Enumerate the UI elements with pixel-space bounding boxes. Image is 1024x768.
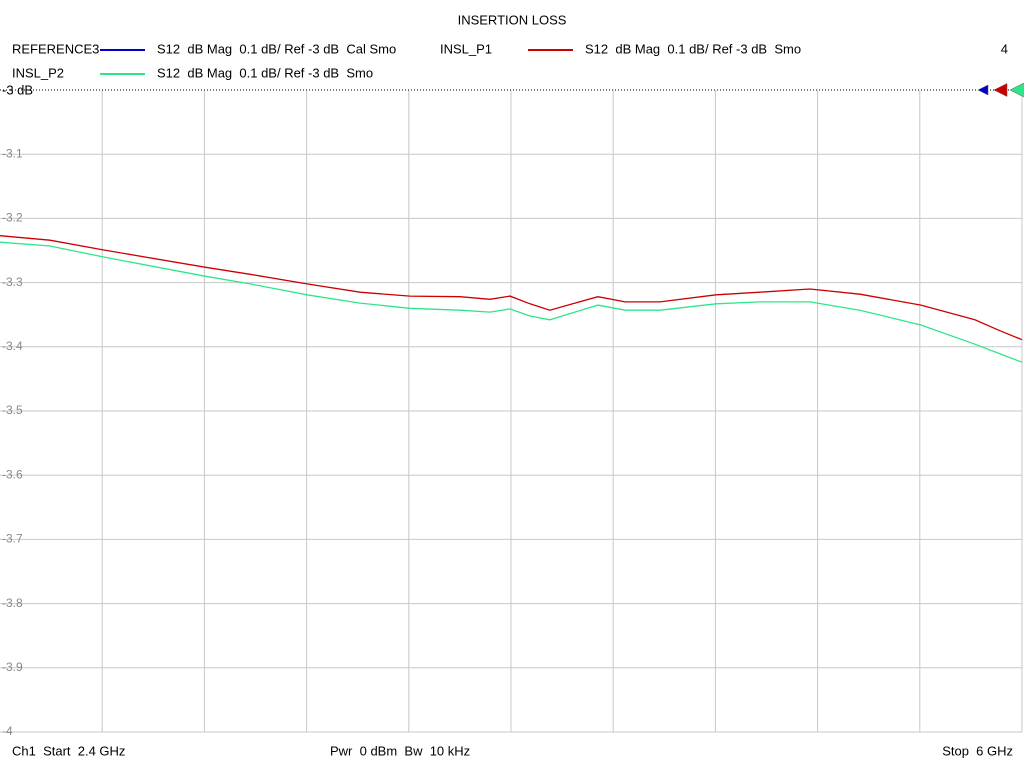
y-tick-label: -3.6 [2, 467, 23, 481]
y-tick-label: -3.5 [2, 403, 23, 417]
legend-name: INSL_P1 [440, 41, 492, 56]
y-tick-label: -3 dB [2, 82, 33, 97]
chart-title: INSERTION LOSS [458, 12, 567, 27]
y-tick-label: -3.1 [2, 146, 23, 160]
trace [0, 241, 1023, 363]
start-freq: Ch1 Start 2.4 GHz [12, 743, 125, 758]
channel-count: 4 [1001, 41, 1008, 56]
ref-marker [1009, 82, 1024, 98]
power-bw: Pwr 0 dBm Bw 10 kHz [330, 743, 470, 758]
stop-freq: Stop 6 GHz [942, 743, 1013, 758]
ref-marker [977, 84, 989, 96]
ref-marker [993, 83, 1008, 97]
legend-description: S12 dB Mag 0.1 dB/ Ref -3 dB Smo [585, 41, 801, 56]
y-tick-label: -3.9 [2, 660, 23, 674]
y-tick-label: -3.3 [2, 275, 23, 289]
y-tick-label: -3.8 [2, 596, 23, 610]
legend-name: REFERENCE3 [12, 41, 99, 56]
legend-description: S12 dB Mag 0.1 dB/ Ref -3 dB Cal Smo [157, 41, 396, 56]
y-tick-label: -3.4 [2, 339, 23, 353]
y-tick-label: -4 [2, 724, 13, 738]
y-tick-label: -3.2 [2, 211, 23, 225]
legend-description: S12 dB Mag 0.1 dB/ Ref -3 dB Smo [157, 65, 373, 80]
legend-name: INSL_P2 [12, 65, 64, 80]
trace [0, 235, 1023, 341]
y-tick-label: -3.7 [2, 532, 23, 546]
